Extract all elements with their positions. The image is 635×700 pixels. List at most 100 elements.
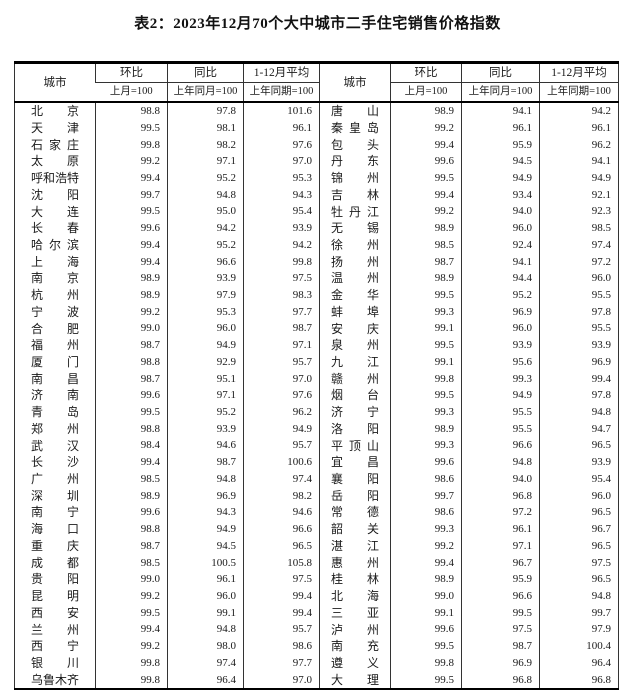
yoy-value-right: 94.8 — [461, 454, 540, 471]
mom-value-left: 99.4 — [95, 236, 168, 254]
mom-value-left: 99.7 — [95, 186, 168, 204]
city-name: 襄阳 — [331, 472, 379, 487]
mom-value-right: 98.9 — [390, 220, 462, 237]
city-cell-right: 北海 — [319, 587, 391, 605]
avg-value-left: 101.6 — [243, 102, 320, 120]
mom-value-left: 99.4 — [95, 621, 168, 638]
table-row: 长沙 99.4 98.7 100.6 宜昌 99.6 94.8 93.9 — [15, 454, 619, 471]
yoy-value-right: 94.9 — [461, 169, 540, 187]
avg-value-left: 94.6 — [243, 504, 320, 521]
avg-value-left: 98.2 — [243, 487, 320, 505]
mom-value-left: 98.4 — [95, 437, 168, 455]
yoy-value-right: 95.5 — [461, 403, 540, 421]
yoy-value-right: 95.6 — [461, 353, 540, 371]
yoy-value-left: 96.9 — [167, 487, 244, 505]
avg-value-left: 98.3 — [243, 286, 320, 304]
mom-value-left: 99.2 — [95, 638, 168, 655]
mom-value-left: 99.4 — [95, 169, 168, 187]
header-mom-right: 环比 — [390, 62, 462, 83]
city-cell-left: 昆明 — [15, 588, 96, 605]
city-cell-right: 大理 — [319, 671, 391, 690]
city-cell-right: 南充 — [319, 638, 391, 655]
city-name: 福州 — [31, 338, 79, 353]
mom-value-right: 99.5 — [390, 169, 462, 187]
city-cell-right: 安庆 — [319, 320, 391, 338]
mom-value-right: 99.6 — [390, 621, 462, 638]
avg-value-right: 95.5 — [539, 286, 619, 304]
avg-value-right: 96.0 — [539, 270, 619, 287]
avg-value-left: 98.7 — [243, 320, 320, 338]
header-yoy-base-left: 上年同月=100 — [167, 82, 244, 102]
city-cell-right: 温州 — [319, 270, 391, 287]
city-cell-left: 北京 — [15, 102, 96, 120]
city-cell-left: 沈阳 — [15, 187, 96, 204]
yoy-value-left: 95.0 — [167, 203, 244, 221]
avg-value-left: 95.4 — [243, 203, 320, 221]
mom-value-left: 98.9 — [95, 270, 168, 287]
table-row: 海口 98.8 94.9 96.6 韶关 99.3 96.1 96.7 — [15, 520, 619, 538]
avg-value-right: 94.7 — [539, 420, 619, 438]
city-name: 泸州 — [331, 622, 379, 637]
city-name: 赣州 — [331, 371, 379, 386]
yoy-value-right: 93.9 — [461, 337, 540, 354]
city-name: 郑州 — [31, 421, 79, 436]
yoy-value-left: 94.2 — [167, 220, 244, 237]
city-cell-left: 济南 — [15, 387, 96, 404]
city-cell-right: 桂林 — [319, 571, 391, 588]
city-name: 大理 — [331, 672, 379, 687]
city-cell-right: 济宁 — [319, 403, 391, 421]
city-name: 太原 — [31, 154, 79, 169]
avg-value-left: 97.5 — [243, 270, 320, 287]
yoy-value-right: 97.1 — [461, 537, 540, 555]
header-mom-base-left: 上月=100 — [109, 86, 153, 97]
avg-value-left: 96.6 — [243, 520, 320, 538]
city-cell-right: 烟台 — [319, 387, 391, 404]
city-cell-left: 哈尔滨 — [15, 237, 96, 254]
yoy-value-right: 96.6 — [461, 587, 540, 605]
yoy-value-right: 96.6 — [461, 437, 540, 455]
yoy-value-right: 96.8 — [461, 487, 540, 505]
table-row: 福州 98.7 94.9 97.1 泉州 99.5 93.9 93.9 — [15, 337, 619, 354]
avg-value-left: 100.6 — [243, 454, 320, 471]
yoy-value-right: 96.9 — [461, 303, 540, 321]
yoy-value-left: 94.8 — [167, 186, 244, 204]
table-row: 南昌 98.7 95.1 97.0 赣州 99.8 99.3 99.4 — [15, 370, 619, 388]
mom-value-left: 99.2 — [95, 303, 168, 321]
avg-value-right: 97.9 — [539, 621, 619, 638]
city-cell-left: 兰州 — [15, 621, 96, 638]
yoy-value-left: 98.7 — [167, 454, 244, 471]
yoy-value-left: 92.9 — [167, 353, 244, 371]
table-row: 西安 99.5 99.1 99.4 三亚 99.1 99.5 99.7 — [15, 604, 619, 622]
table-row: 哈尔滨 99.4 95.2 94.2 徐州 98.5 92.4 97.4 — [15, 236, 619, 254]
table-row: 广州 98.5 94.8 97.4 襄阳 98.6 94.0 95.4 — [15, 470, 619, 488]
header-city-left: 城市 — [43, 76, 67, 89]
city-name: 昆明 — [31, 589, 79, 604]
avg-value-right: 94.9 — [539, 169, 619, 187]
mom-value-right: 98.7 — [390, 253, 462, 271]
avg-value-left: 95.7 — [243, 353, 320, 371]
mom-value-right: 99.8 — [390, 370, 462, 388]
mom-value-right: 99.2 — [390, 537, 462, 555]
mom-value-left: 99.0 — [95, 320, 168, 338]
yoy-value-right: 94.5 — [461, 153, 540, 170]
yoy-value-right: 96.1 — [461, 520, 540, 538]
yoy-value-left: 98.0 — [167, 638, 244, 655]
yoy-value-right: 98.7 — [461, 638, 540, 655]
table-row: 天津 99.5 98.1 96.1 秦皇岛 99.2 96.1 96.1 — [15, 119, 619, 137]
avg-value-right: 94.2 — [539, 102, 619, 120]
avg-value-right: 93.9 — [539, 337, 619, 354]
mom-value-right: 99.3 — [390, 303, 462, 321]
avg-value-right: 100.4 — [539, 638, 619, 655]
mom-value-right: 99.2 — [390, 119, 462, 137]
city-name: 乌鲁木齐 — [31, 672, 80, 687]
avg-value-right: 93.9 — [539, 454, 619, 471]
yoy-value-right: 97.2 — [461, 504, 540, 521]
table-row: 沈阳 99.7 94.8 94.3 吉林 99.4 93.4 92.1 — [15, 186, 619, 204]
yoy-value-right: 96.9 — [461, 654, 540, 672]
mom-value-left: 98.7 — [95, 537, 168, 555]
mom-value-right: 99.8 — [390, 654, 462, 672]
table-row: 大连 99.5 95.0 95.4 牡丹江 99.2 94.0 92.3 — [15, 203, 619, 221]
city-cell-left: 福州 — [15, 337, 96, 354]
avg-value-right: 96.8 — [539, 671, 619, 690]
table-row: 杭州 98.9 97.9 98.3 金华 99.5 95.2 95.5 — [15, 286, 619, 304]
